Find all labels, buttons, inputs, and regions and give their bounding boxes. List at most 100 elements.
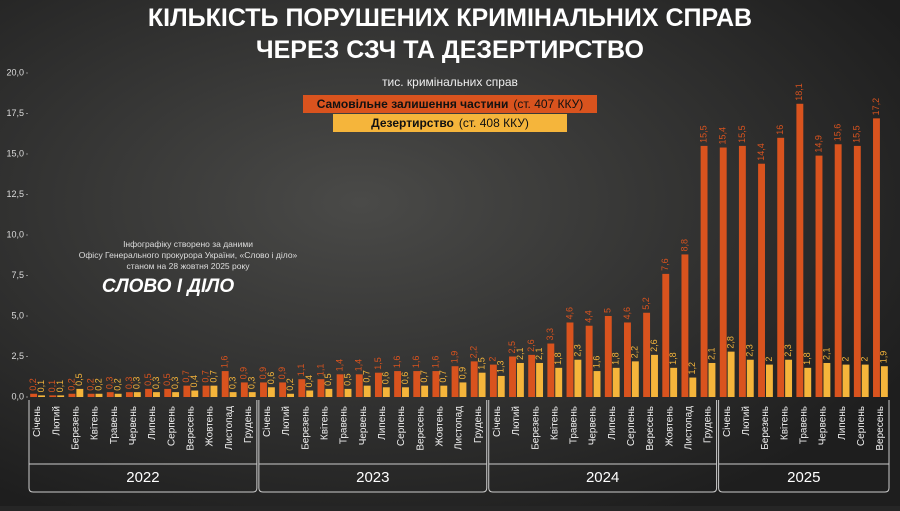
- bar: [267, 387, 275, 397]
- value-label: 0,7: [181, 370, 191, 383]
- value-label: 0,9: [258, 367, 268, 380]
- x-tick-label: Листопад: [454, 406, 465, 450]
- bar: [210, 385, 218, 397]
- bar: [298, 379, 306, 397]
- bar: [432, 371, 440, 397]
- bar: [670, 367, 678, 397]
- bar: [106, 392, 114, 397]
- bar: [125, 392, 133, 397]
- value-label: 0,4: [189, 375, 199, 388]
- bar: [509, 356, 516, 397]
- x-tick-label: Лютий: [741, 406, 752, 436]
- bar: [555, 367, 563, 397]
- bar: [382, 387, 390, 397]
- value-label: 3,3: [545, 328, 555, 341]
- y-tick-label: 12,5: [6, 189, 24, 199]
- bar: [355, 374, 363, 397]
- x-tick-label: Березень: [300, 406, 311, 450]
- x-tick-label: Серпень: [166, 406, 177, 446]
- legend: Самовільне залишення частини (ст. 407 ККУ…: [303, 95, 597, 132]
- bar: [49, 395, 57, 397]
- bar: [708, 362, 716, 397]
- x-tick-label: Листопад: [224, 406, 235, 450]
- y-tick-label: 15,0: [6, 148, 24, 158]
- y-tick-label: 0,0: [11, 391, 24, 401]
- value-label: 2,6: [526, 339, 536, 352]
- value-label: 0,3: [170, 377, 180, 390]
- bar: [394, 371, 402, 397]
- bar: [853, 145, 861, 397]
- value-label: 1,9: [449, 351, 459, 364]
- bar: [796, 103, 804, 397]
- value-label: 1,8: [553, 352, 563, 365]
- value-label: 1,6: [430, 356, 440, 369]
- legend-label: Самовільне залишення частини (ст. 407 ККУ…: [317, 97, 584, 111]
- bar: [516, 362, 524, 397]
- value-label: 14,9: [813, 135, 823, 153]
- value-label: 0,7: [208, 370, 218, 383]
- bar: [145, 388, 153, 397]
- value-label: 0,6: [266, 372, 276, 385]
- value-label: 2: [488, 357, 498, 362]
- bar: [727, 351, 735, 397]
- bar: [777, 137, 785, 398]
- year-bracket: [488, 400, 718, 493]
- x-tick-label: Червень: [818, 406, 829, 445]
- bar: [374, 372, 382, 397]
- value-label: 0,5: [162, 373, 172, 386]
- bar: [719, 147, 727, 397]
- value-label: 2,2: [469, 346, 479, 359]
- value-label: 1,5: [373, 357, 383, 370]
- bar: [804, 367, 812, 397]
- bar: [765, 364, 773, 397]
- value-label: 15,5: [852, 125, 862, 143]
- y-tick-label: 10,0: [6, 229, 24, 239]
- bar: [240, 382, 248, 397]
- bar: [38, 395, 45, 397]
- source-line: Офісу Генерального прокурора України, «С…: [79, 250, 298, 260]
- bar: [470, 361, 478, 397]
- value-label: 1,3: [496, 360, 506, 373]
- value-label: 2,1: [706, 347, 716, 360]
- bar: [681, 254, 689, 397]
- y-tick-label: 5,0: [11, 310, 24, 320]
- value-label: 0,6: [400, 372, 410, 385]
- value-label: 1,8: [668, 352, 678, 365]
- bar: [279, 382, 287, 397]
- value-label: 0,9: [239, 367, 249, 380]
- value-label: 2,8: [726, 336, 736, 349]
- value-label: 0,4: [304, 375, 314, 388]
- x-tick-label: Квітень: [320, 406, 331, 440]
- x-tick-label: Червень: [358, 406, 369, 445]
- bar: [440, 385, 448, 397]
- bar: [421, 385, 429, 397]
- value-label: 0,7: [419, 370, 429, 383]
- bar: [114, 393, 122, 397]
- bar: [153, 392, 160, 397]
- bar: [624, 322, 631, 397]
- value-label: 2,2: [630, 346, 640, 359]
- value-label: 1,2: [687, 362, 697, 375]
- x-tick-label: Вересень: [645, 406, 656, 451]
- legend-name: Самовільне залишення частини: [317, 97, 509, 111]
- bar: [183, 385, 191, 397]
- value-label: 1,1: [315, 364, 325, 377]
- x-tick-label: Грудень: [243, 406, 254, 443]
- value-label: 2,3: [745, 344, 755, 357]
- bar: [164, 388, 172, 397]
- bar: [873, 118, 880, 398]
- value-label: 15,5: [737, 125, 747, 143]
- value-label: 0,2: [28, 378, 38, 391]
- bar: [536, 362, 544, 397]
- bar: [574, 359, 582, 397]
- x-tick-label: Вересень: [875, 406, 886, 451]
- x-tick-label: Липень: [607, 406, 618, 440]
- bar: [287, 393, 294, 397]
- bar: [172, 392, 180, 397]
- bar: [604, 316, 612, 397]
- bar: [489, 364, 497, 397]
- bar: [260, 382, 267, 397]
- value-label: 0,5: [143, 373, 153, 386]
- value-label: 15,5: [698, 125, 708, 143]
